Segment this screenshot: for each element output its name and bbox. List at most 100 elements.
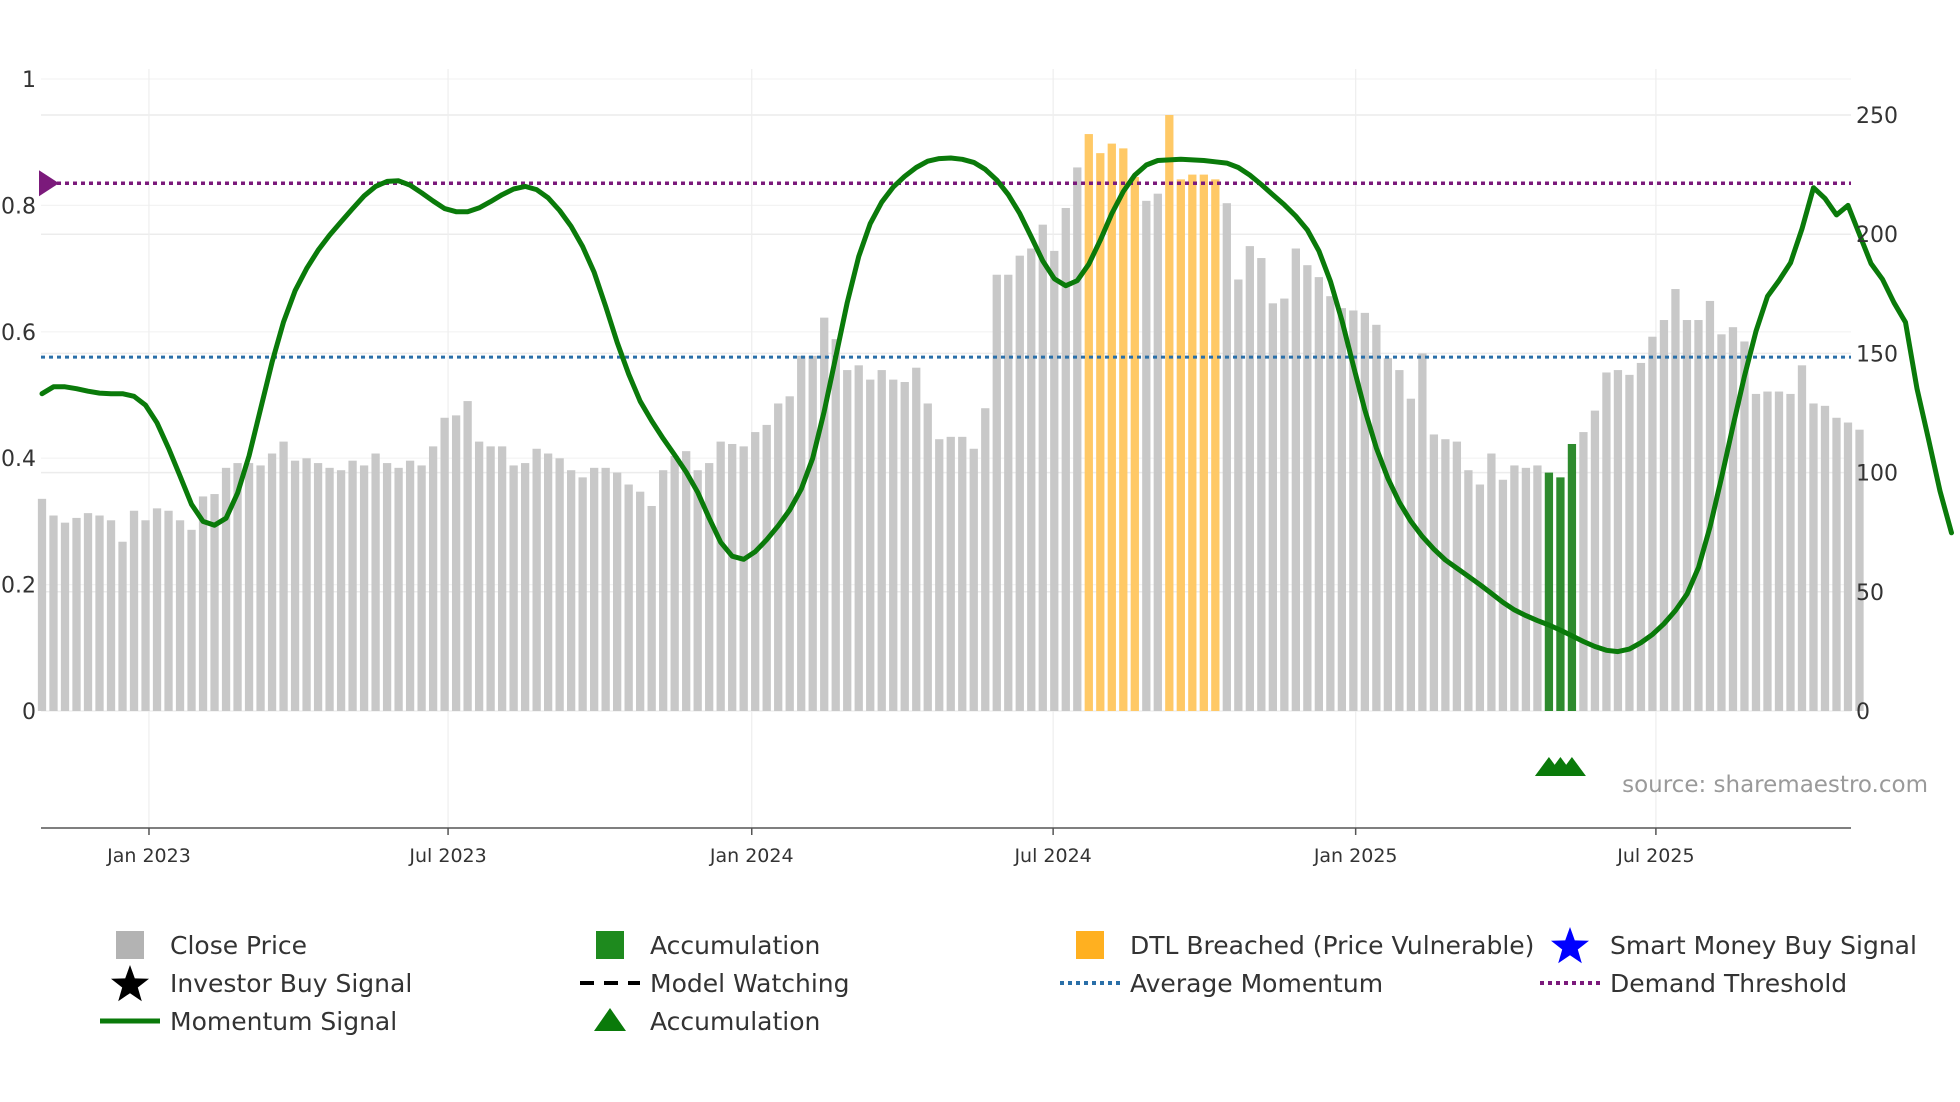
close-price-bar xyxy=(129,510,139,711)
dtl-breached-bar xyxy=(1188,174,1197,712)
close-price-bar xyxy=(417,465,426,711)
close-price-bar xyxy=(1337,308,1347,711)
close-price-bar xyxy=(256,465,265,711)
close-price-bar xyxy=(716,441,725,711)
close-price-bar xyxy=(1625,374,1634,711)
close-price-bar xyxy=(348,460,357,711)
close-price-bar xyxy=(325,467,334,711)
close-price-bar xyxy=(613,472,622,711)
axes: 0 0.2 0.4 0.6 0.8 1 0 50 100 150 200 250 Jan 2023 Jul… xyxy=(1,68,1898,867)
close-price-bar xyxy=(336,470,346,711)
close-price-bar xyxy=(1360,312,1370,711)
close-price-bar xyxy=(751,432,760,711)
close-price-bar xyxy=(1855,429,1864,711)
close-price-bar xyxy=(1050,250,1059,711)
close-price-bar xyxy=(60,522,70,711)
close-price-bar xyxy=(1326,296,1335,711)
left-axis-tick-label: 1 xyxy=(22,68,36,93)
close-price-bar xyxy=(969,448,978,711)
close-price-bar xyxy=(1487,453,1496,711)
legend-label: Average Momentum xyxy=(1130,969,1383,998)
legend-label: DTL Breached (Price Vulnerable) xyxy=(1130,931,1534,960)
legend-item: Average Momentum xyxy=(1060,969,1383,998)
close-price-bar xyxy=(1671,289,1680,711)
close-price-bar xyxy=(302,458,311,711)
close-price-bar xyxy=(1291,248,1300,711)
close-price-bar xyxy=(877,370,886,711)
legend-item: Accumulation xyxy=(594,1007,820,1036)
x-axis-tick-label: Jan 2023 xyxy=(106,845,191,867)
close-price-bar xyxy=(1579,432,1588,711)
right-axis-tick-label: 150 xyxy=(1856,342,1898,367)
right-axis-tick-label: 50 xyxy=(1856,581,1884,606)
close-price-bar xyxy=(808,355,817,711)
close-price-bar xyxy=(1717,334,1726,711)
close-price-bar xyxy=(371,453,380,711)
close-price-bar xyxy=(1659,320,1669,711)
close-price-bar xyxy=(567,470,576,711)
legend-label: Accumulation xyxy=(650,931,820,960)
grey-square-icon xyxy=(116,931,144,959)
close-price-bar xyxy=(670,455,679,711)
close-price-bar xyxy=(1280,298,1289,711)
orange-square-icon xyxy=(1076,931,1104,959)
close-price-bar xyxy=(1372,324,1381,711)
close-price-bar xyxy=(1142,200,1151,711)
close-price-bar xyxy=(659,470,668,711)
close-price-bar xyxy=(1004,274,1013,711)
close-price-bar xyxy=(1245,246,1254,711)
legend-label: Close Price xyxy=(170,931,307,960)
close-price-bars xyxy=(37,115,1864,712)
legend-item: Momentum Signal xyxy=(100,1007,397,1036)
close-price-bar xyxy=(1648,336,1657,711)
close-price-bar xyxy=(486,446,495,711)
accumulation-triangle xyxy=(1557,757,1586,776)
close-price-bar xyxy=(1464,470,1473,711)
close-price-bar xyxy=(1590,410,1600,711)
close-price-bar xyxy=(1222,203,1231,711)
dtl-breached-bar xyxy=(1165,115,1174,711)
left-axis-tick-label: 0.8 xyxy=(1,194,36,219)
legend-label: Demand Threshold xyxy=(1610,969,1847,998)
close-price-bar xyxy=(889,379,898,711)
close-price-bar xyxy=(359,465,369,711)
close-price-bar xyxy=(831,339,840,711)
accumulation-bar xyxy=(1556,477,1565,711)
close-price-bar xyxy=(1314,277,1323,711)
left-axis-tick-label: 0.4 xyxy=(1,447,36,472)
close-price-bar xyxy=(1441,439,1450,711)
close-price-bar xyxy=(866,379,875,711)
close-price-bar xyxy=(728,443,737,711)
close-price-bar xyxy=(1349,310,1358,711)
close-price-bar xyxy=(509,465,518,711)
legend-label: Momentum Signal xyxy=(170,1007,397,1036)
close-price-bar xyxy=(843,370,852,711)
close-price-bar xyxy=(820,317,829,711)
close-price-bar xyxy=(739,446,748,711)
close-price-bar xyxy=(520,463,530,711)
close-price-bar xyxy=(590,467,599,711)
close-price-bar xyxy=(1153,193,1162,711)
close-price-bar xyxy=(175,520,185,711)
close-price-bar xyxy=(900,382,909,711)
legend-item: DTL Breached (Price Vulnerable) xyxy=(1076,931,1534,960)
legend-item: Investor Buy Signal xyxy=(111,965,412,1002)
close-price-bar xyxy=(210,494,219,711)
momentum-signal-path xyxy=(39,155,1954,655)
close-price-bar xyxy=(1809,403,1818,711)
close-price-bar xyxy=(72,517,81,711)
close-price-bar xyxy=(1820,405,1830,711)
close-price-bar xyxy=(95,515,104,711)
close-price-bar xyxy=(233,463,242,711)
close-price-bar xyxy=(647,505,656,711)
close-price-bar xyxy=(1694,320,1703,711)
close-price-bar xyxy=(106,520,116,711)
close-price-bar xyxy=(1038,224,1047,711)
close-price-bar xyxy=(762,424,771,711)
close-price-bar xyxy=(1498,479,1508,711)
close-price-bar xyxy=(1521,467,1531,711)
right-axis-tick-label: 0 xyxy=(1856,700,1870,725)
close-price-bar xyxy=(164,510,173,711)
legend-item: Smart Money Buy Signal xyxy=(1551,927,1917,964)
close-price-bar xyxy=(37,498,47,711)
